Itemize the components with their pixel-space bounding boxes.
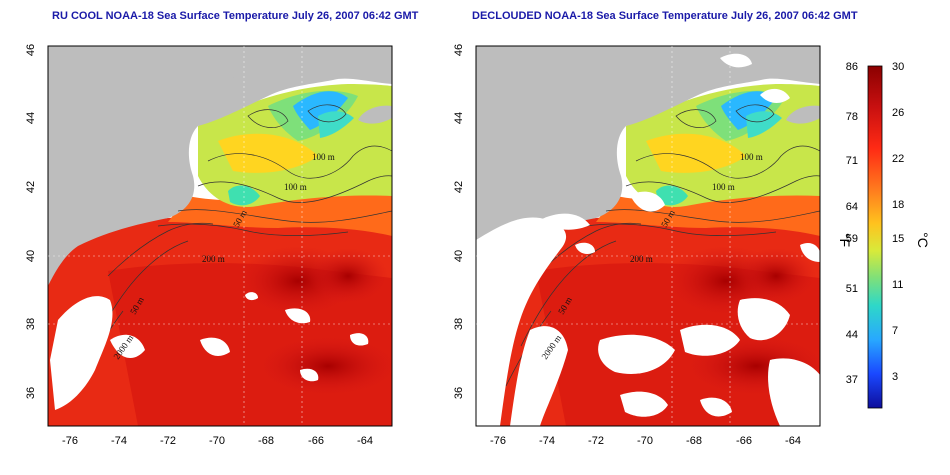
c-tick-3: 3 xyxy=(892,371,898,383)
lat-tick-38-right: 38 xyxy=(453,318,465,330)
lon-tick-76: -76 xyxy=(62,435,78,447)
lat-tick-44: 44 xyxy=(25,112,37,124)
lon-tick-72: -72 xyxy=(160,435,176,447)
celsius-label: °C xyxy=(915,232,931,248)
right-map: 100 m 100 m 50 m 200 m 50 m 2000 m 46 44… xyxy=(453,44,821,447)
c-tick-26: 26 xyxy=(892,107,904,119)
lon-tick-70-right: -70 xyxy=(637,435,653,447)
colorbar-gradient xyxy=(867,65,883,409)
lon-tick-70: -70 xyxy=(209,435,225,447)
fahrenheit-label: °F xyxy=(837,233,853,247)
f-tick-44: 44 xyxy=(846,329,858,341)
lon-tick-68: -68 xyxy=(258,435,274,447)
lon-tick-76-right: -76 xyxy=(490,435,506,447)
lat-tick-42-right: 42 xyxy=(453,181,465,193)
contour-label-100m-a-right: 100 m xyxy=(740,152,763,162)
f-tick-86: 86 xyxy=(846,61,858,73)
lon-tick-64: -64 xyxy=(357,435,373,447)
lat-tick-46: 46 xyxy=(25,44,37,56)
contour-label-100m-b-right: 100 m xyxy=(712,182,735,192)
colorbar-fahrenheit-ticks: 86 78 71 64 59 51 44 37 xyxy=(846,61,858,386)
lat-tick-40-right: 40 xyxy=(453,250,465,262)
lat-axis-left: 46 44 42 40 38 36 xyxy=(25,44,37,399)
lat-tick-38: 38 xyxy=(25,318,37,330)
lon-tick-74: -74 xyxy=(111,435,127,447)
lon-tick-64-right: -64 xyxy=(785,435,801,447)
lat-tick-40: 40 xyxy=(25,250,37,262)
lon-tick-66: -66 xyxy=(308,435,324,447)
f-tick-64: 64 xyxy=(846,201,858,213)
lon-axis-right: -76 -74 -72 -70 -68 -66 -64 xyxy=(490,435,801,447)
cloud-cover-left xyxy=(50,292,369,410)
f-tick-71: 71 xyxy=(846,155,858,167)
c-tick-18: 18 xyxy=(892,199,904,211)
contour-label-100m-a: 100 m xyxy=(312,152,335,162)
lon-tick-74-right: -74 xyxy=(539,435,555,447)
lat-tick-46-right: 46 xyxy=(453,44,465,56)
lat-tick-36-right: 36 xyxy=(453,387,465,399)
lat-tick-44-right: 44 xyxy=(453,112,465,124)
contour-label-200m: 200 m xyxy=(202,254,225,264)
contour-label-200m-right: 200 m xyxy=(630,254,653,264)
c-tick-15: 15 xyxy=(892,233,904,245)
left-map: 100 m 100 m 50 m 200 m 50 m 2000 m 46 44… xyxy=(25,44,393,447)
lat-tick-42: 42 xyxy=(25,181,37,193)
c-tick-22: 22 xyxy=(892,153,904,165)
f-tick-37: 37 xyxy=(846,374,858,386)
colorbar-celsius-ticks: 30 26 22 18 15 11 7 3 xyxy=(892,61,904,383)
lat-axis-right: 46 44 42 40 38 36 xyxy=(453,44,465,399)
left-panel-title: RU COOL NOAA-18 Sea Surface Temperature … xyxy=(52,10,419,22)
f-tick-78: 78 xyxy=(846,111,858,123)
c-tick-11: 11 xyxy=(892,279,903,291)
lon-tick-72-right: -72 xyxy=(588,435,604,447)
right-panel-title: DECLOUDED NOAA-18 Sea Surface Temperatur… xyxy=(472,10,858,22)
lat-tick-36: 36 xyxy=(25,387,37,399)
lon-axis-left: -76 -74 -72 -70 -68 -66 -64 xyxy=(62,435,373,447)
contour-label-100m-b: 100 m xyxy=(284,182,307,192)
c-tick-30: 30 xyxy=(892,61,904,73)
lon-tick-66-right: -66 xyxy=(736,435,752,447)
f-tick-59: 59 xyxy=(846,233,858,245)
f-tick-51: 51 xyxy=(846,283,858,295)
cloud-cover-right xyxy=(476,53,820,426)
colorbar: 30 26 22 18 15 11 7 3 86 78 71 64 59 51 … xyxy=(837,61,931,409)
lon-tick-68-right: -68 xyxy=(686,435,702,447)
c-tick-7: 7 xyxy=(892,325,898,337)
